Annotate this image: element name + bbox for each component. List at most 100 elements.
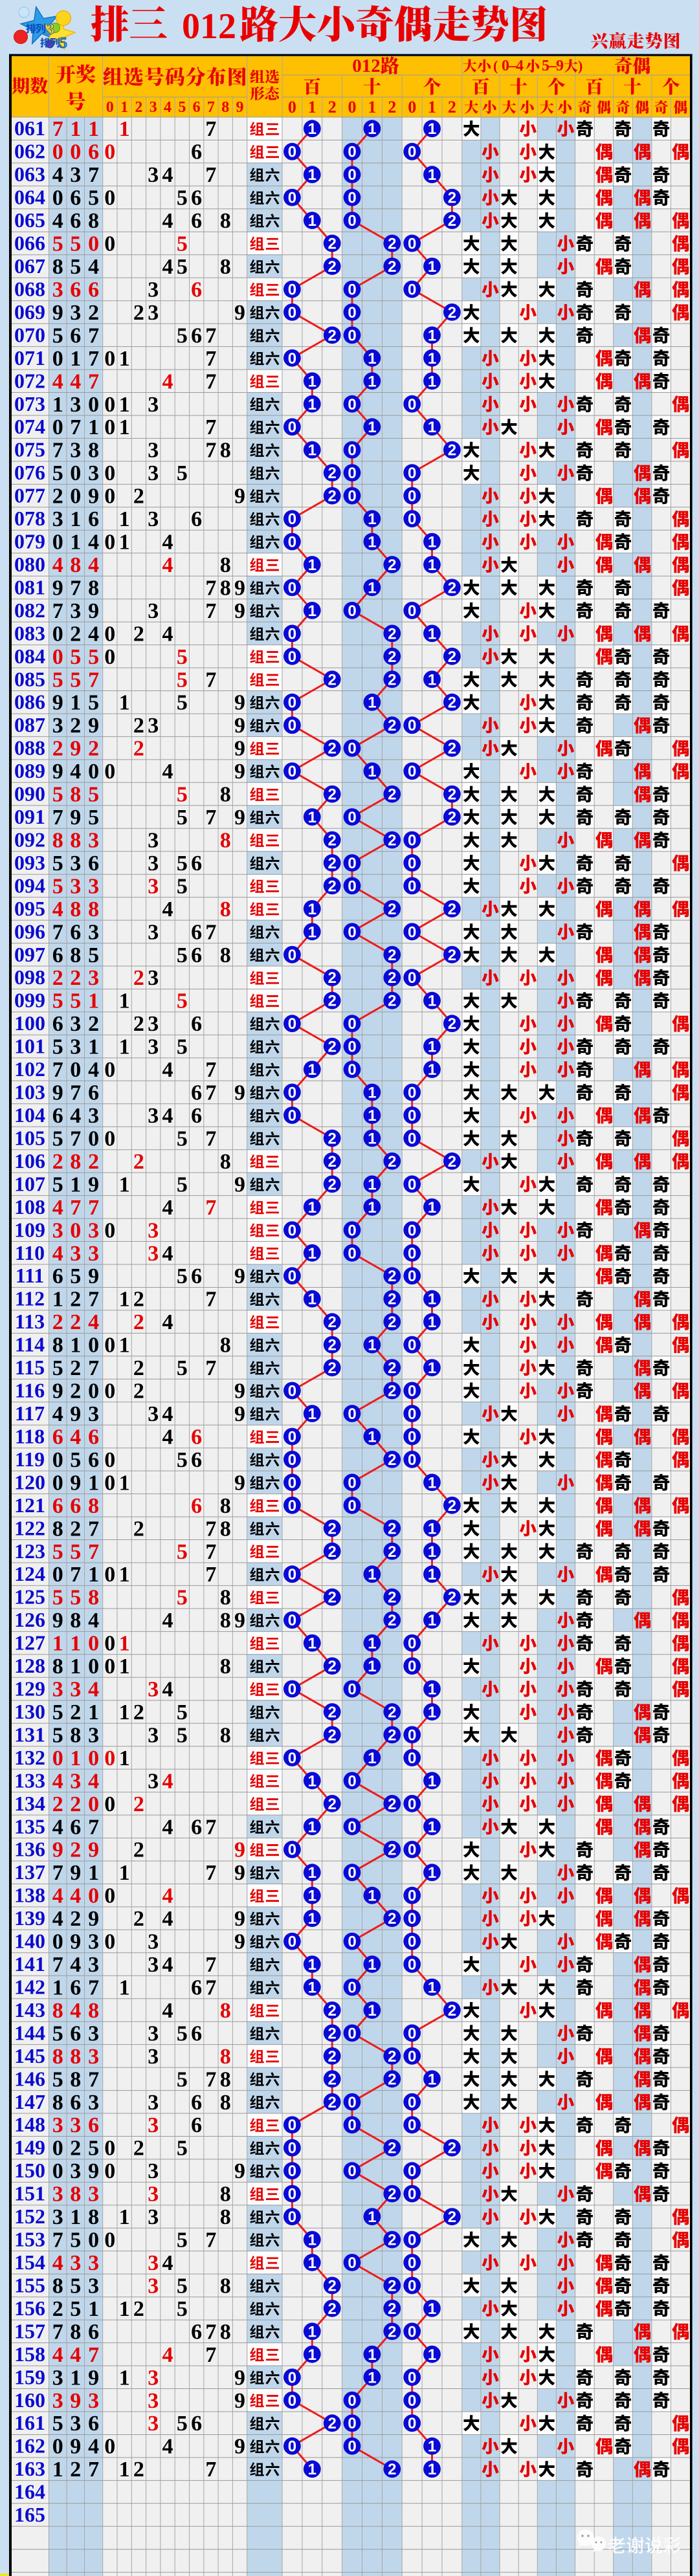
svg-text:081: 081 [14,575,45,599]
svg-text:2: 2 [328,327,337,344]
svg-text:6: 6 [191,2021,202,2045]
svg-text:2: 2 [133,1701,144,1724]
svg-text:0: 0 [408,763,416,780]
svg-text:1: 1 [88,2297,99,2321]
svg-text:073: 073 [14,392,45,415]
svg-text:3: 3 [70,2251,81,2275]
svg-text:7: 7 [205,347,216,371]
svg-text:6: 6 [52,1012,63,1036]
svg-text:1: 1 [428,1199,436,1216]
svg-text:0: 0 [408,2025,416,2042]
svg-text:142: 142 [14,1976,45,1999]
svg-text:0: 0 [288,1842,296,1859]
svg-text:8: 8 [221,99,229,116]
svg-text:1: 1 [70,347,81,371]
svg-text:9: 9 [70,1930,81,1954]
svg-text:0: 0 [104,1471,115,1495]
svg-text:133: 133 [14,1768,45,1792]
svg-text:7: 7 [88,1288,99,1312]
svg-text:5: 5 [177,1723,188,1747]
svg-text:3: 3 [148,301,159,325]
svg-text:3: 3 [52,2389,63,2413]
svg-text:2: 2 [133,1380,144,1404]
svg-text:0: 0 [408,1910,416,1928]
svg-text:4: 4 [70,1999,81,2023]
svg-text:7: 7 [70,1127,81,1151]
svg-text:9: 9 [234,1861,245,1885]
svg-text:0: 0 [52,531,63,555]
svg-text:5: 5 [70,1448,81,1472]
svg-text:114: 114 [15,1333,45,1356]
svg-text:5: 5 [177,2021,188,2045]
svg-text:2: 2 [388,786,396,804]
svg-text:3: 3 [47,21,54,38]
svg-text:1: 1 [428,1818,436,1836]
svg-text:0: 0 [348,1039,356,1056]
svg-text:2: 2 [448,901,456,918]
svg-text:9: 9 [88,1264,99,1288]
svg-text:5: 5 [177,186,188,210]
svg-text:8: 8 [220,439,231,463]
svg-text:1: 1 [368,763,376,780]
svg-text:068: 068 [14,278,45,301]
svg-text:5: 5 [88,783,99,807]
svg-text:0: 0 [408,2369,416,2386]
svg-text:1: 1 [428,327,436,344]
svg-text:0: 0 [408,2163,416,2180]
svg-text:149: 149 [14,2136,45,2159]
svg-text:3: 3 [148,2183,159,2207]
svg-text:4: 4 [162,1426,173,1449]
svg-text:1: 1 [308,556,316,574]
svg-text:2: 2 [328,98,337,116]
svg-text:0: 0 [288,511,296,528]
svg-text:5: 5 [177,806,188,830]
svg-text:5: 5 [88,645,99,669]
svg-text:4: 4 [162,1402,173,1426]
svg-text:6: 6 [191,278,202,302]
svg-text:2: 2 [328,2094,337,2111]
svg-text:0: 0 [288,190,296,207]
svg-text:9: 9 [234,599,245,623]
svg-text:6: 6 [88,1448,99,1472]
svg-text:155: 155 [14,2274,45,2297]
svg-text:4: 4 [162,1058,173,1082]
svg-text:7: 7 [52,806,63,830]
svg-text:1: 1 [428,625,436,643]
svg-text:0: 0 [104,1746,115,1770]
svg-text:134: 134 [14,1792,45,1815]
svg-text:0: 0 [104,415,115,439]
svg-text:8: 8 [220,553,231,577]
svg-text:8: 8 [70,2045,81,2069]
svg-text:9: 9 [234,1930,245,1954]
svg-text:7: 7 [207,99,215,116]
svg-text:4: 4 [88,531,99,555]
svg-text:9: 9 [234,737,245,761]
svg-text:8: 8 [88,1999,99,2023]
svg-text:2: 2 [133,966,144,990]
svg-text:1: 1 [428,1979,436,1997]
svg-text:3: 3 [52,1218,63,1242]
svg-text:2: 2 [133,1792,144,1816]
svg-text:7: 7 [88,1196,99,1220]
svg-text:9: 9 [52,1838,63,1862]
svg-text:9: 9 [88,1907,99,1931]
svg-text:2: 2 [388,2232,396,2249]
svg-text:0: 0 [88,2229,99,2252]
svg-text:2: 2 [448,190,456,207]
svg-text:0: 0 [288,1474,296,1492]
svg-text:091: 091 [14,805,45,828]
svg-text:6: 6 [88,2113,99,2137]
svg-text:4: 4 [162,760,173,784]
svg-text:6: 6 [88,1426,99,1449]
svg-text:1: 1 [119,393,130,417]
svg-text:4: 4 [52,209,63,233]
svg-text:2: 2 [388,2140,396,2157]
svg-text:2: 2 [448,809,456,826]
svg-text:(: ( [493,58,498,74]
svg-text:0: 0 [88,1792,99,1816]
svg-text:1: 1 [428,2300,436,2318]
svg-text:119: 119 [15,1448,45,1471]
svg-text:9: 9 [234,2159,245,2183]
svg-text:1: 1 [368,1635,376,1653]
svg-text:3: 3 [148,1104,159,1128]
